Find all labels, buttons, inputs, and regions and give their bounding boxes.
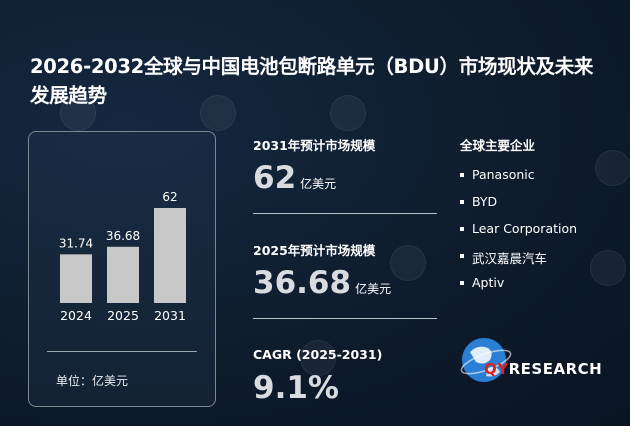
company-list: Panasonic BYD Lear Corporation 武汉嘉晨汽车 Ap… [460,167,577,302]
metric-label-2025: 2025年预计市场规模 [253,243,376,258]
bullet-icon [460,281,464,285]
bar-2031 [154,208,186,303]
value-label-2025: 36.68 [106,229,140,243]
globe-icon [460,338,512,382]
chart-divider [47,351,197,352]
metric-value-2031: 62 亿美元 [253,160,337,196]
list-item: Panasonic [460,167,577,194]
value-label-2031: 62 [162,190,177,204]
value-label-2024: 31.74 [59,236,93,250]
watermark-logo [390,245,426,281]
bullet-icon [460,200,464,204]
list-item: Lear Corporation [460,221,577,248]
metric-label-2031: 2031年预计市场规模 [253,138,376,153]
watermark-logo [300,340,336,376]
metric-value-cagr: 9.1% [253,370,339,406]
qyresearch-logo [460,338,512,382]
page-title: 2026-2032全球与中国电池包断路单元（BDU）市场现状及未来发展趋势 [30,55,594,107]
bullet-icon [460,173,464,177]
list-item: BYD [460,194,577,221]
unit-label: 单位：亿美元 [56,374,129,388]
bar-2024 [60,254,92,303]
metric-value-2025: 36.68 亿美元 [253,265,392,301]
company-name: BYD [472,194,498,209]
watermark-logo [60,95,96,131]
bullet-icon [460,254,464,258]
logo-text: QYRESEARCH [484,360,603,378]
category-label-2025: 2025 [107,308,139,323]
category-label-2031: 2031 [154,308,186,323]
company-name: Lear Corporation [472,221,578,236]
watermark-logo [595,150,630,186]
watermark-logo [330,95,366,131]
chart-card: 31.74 2024 36.68 2025 62 2031 单位：亿美元 [28,131,216,407]
bullet-icon [460,227,464,231]
companies-title: 全球主要企业 [460,138,536,153]
watermark-logo [590,250,626,286]
bar-chart: 31.74 2024 36.68 2025 62 2031 [59,190,186,323]
list-item: Aptiv [460,275,577,302]
metric-divider [253,318,437,319]
metric-divider [253,213,437,214]
metric-label-cagr: CAGR (2025-2031) [253,347,383,362]
company-name: 武汉嘉晨汽车 [472,251,548,266]
bar-2025 [107,246,139,303]
category-label-2024: 2024 [60,308,92,323]
list-item: 武汉嘉晨汽车 [460,248,577,275]
company-name: Panasonic [472,167,535,182]
company-name: Aptiv [472,275,505,290]
watermark-logo [200,95,236,131]
